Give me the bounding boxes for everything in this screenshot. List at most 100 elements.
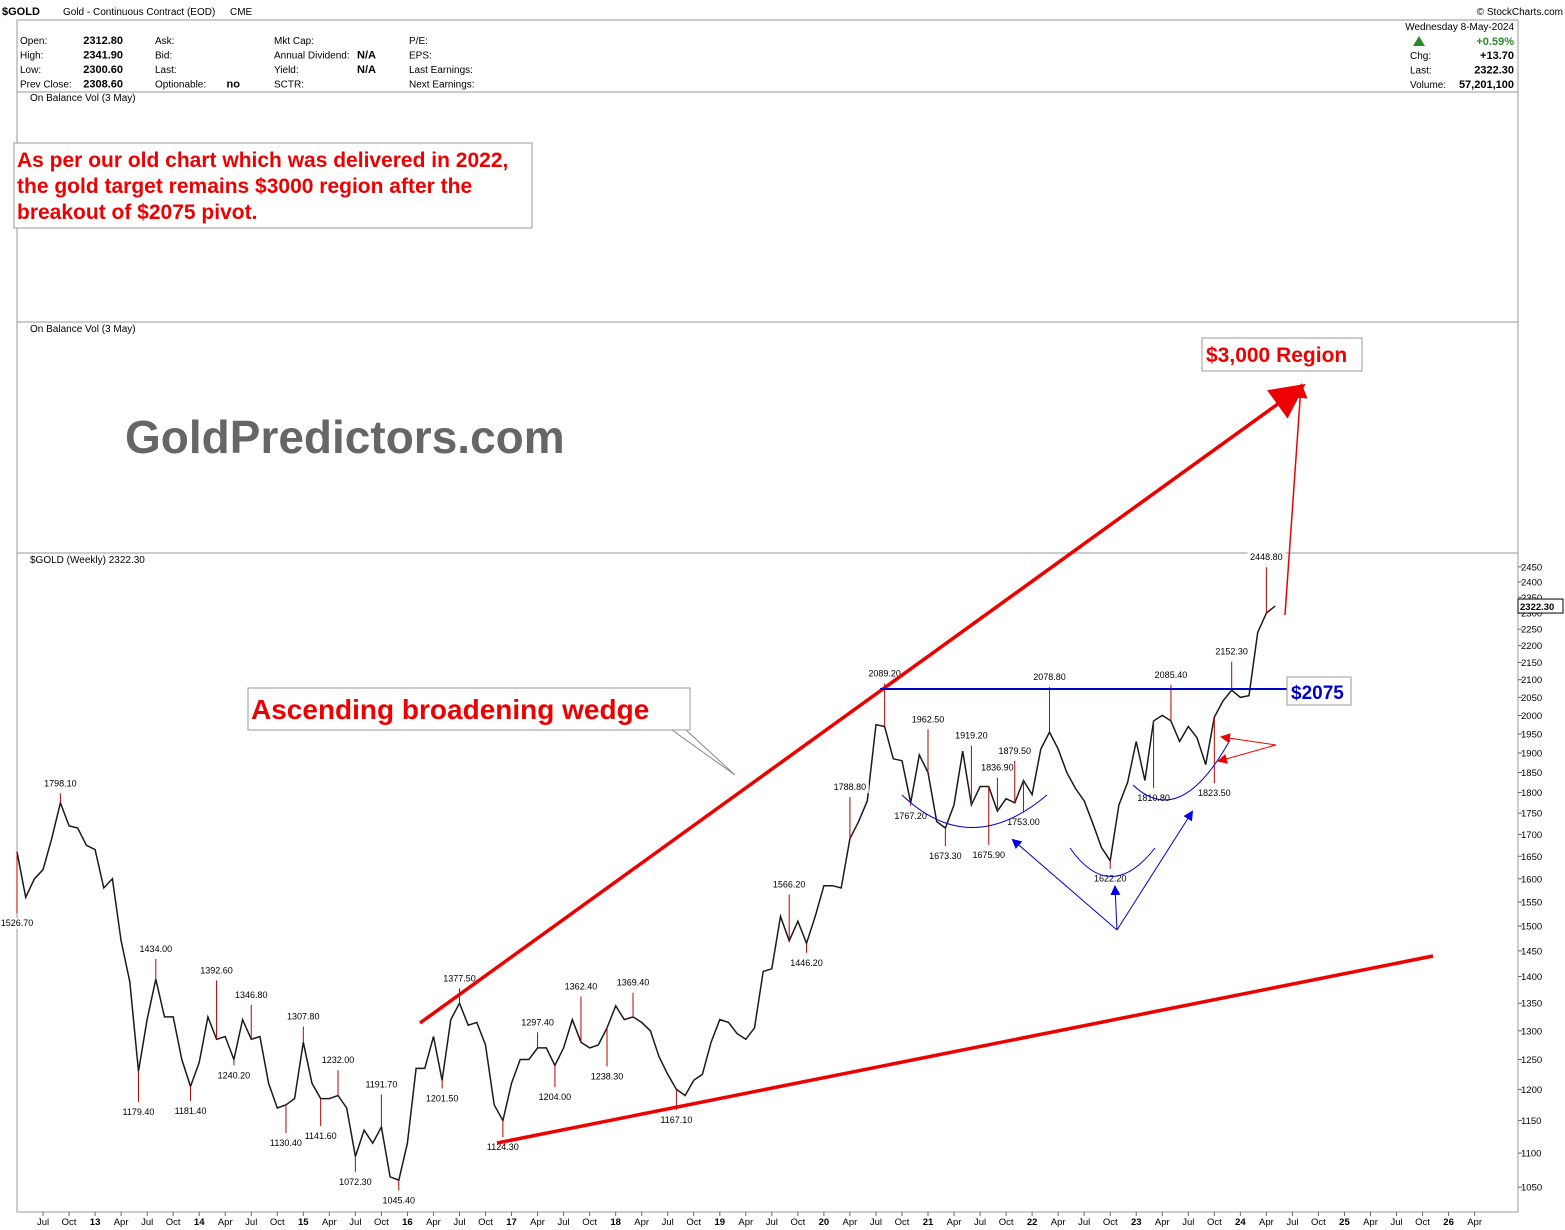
x-tick-label: 19 <box>714 1217 725 1228</box>
x-tick-label: Jul <box>558 1217 570 1228</box>
label-bg <box>1151 669 1190 681</box>
x-tick-label: Apr <box>1259 1217 1274 1228</box>
x-tick-label: Apr <box>322 1217 337 1228</box>
up-icon <box>1413 36 1425 46</box>
x-tick-label: Oct <box>270 1217 285 1228</box>
extreme-label: 1836.90 <box>981 763 1014 773</box>
label-bg <box>41 778 80 790</box>
extreme-label: 1673.30 <box>929 851 962 861</box>
extreme-label: 1919.20 <box>955 731 988 741</box>
label-bg <box>561 981 600 993</box>
field-label: Chg: <box>1410 51 1431 62</box>
blue-arrow <box>1110 885 1121 931</box>
red-arrow <box>1217 744 1277 764</box>
extreme-label: 1238.30 <box>591 1071 624 1081</box>
x-tick-label: Oct <box>686 1217 701 1228</box>
extreme-label: 2085.40 <box>1155 670 1188 680</box>
note-line: the gold target remains $3000 region aft… <box>17 175 472 198</box>
x-tick-label: Jul <box>662 1217 674 1228</box>
field-label: Volume: <box>1410 80 1446 91</box>
extreme-label: 1879.50 <box>999 746 1032 756</box>
exchange: CME <box>230 7 253 18</box>
y-tick-label: 1800 <box>1521 788 1542 799</box>
x-tick-label: Jul <box>1286 1217 1298 1228</box>
field-label: Annual Dividend: <box>274 51 350 62</box>
date: Wednesday 8-May-2024 <box>1405 22 1514 33</box>
red-arrow <box>1220 733 1277 746</box>
field-label: Mkt Cap: <box>274 36 314 47</box>
change-pct: +0.59% <box>1476 36 1514 48</box>
x-tick-label: 24 <box>1235 1217 1246 1228</box>
extreme-label: 1753.00 <box>1007 817 1040 827</box>
wedge-box <box>247 687 691 731</box>
extreme-label: 1767.20 <box>894 811 927 821</box>
x-tick-label: 22 <box>1027 1217 1038 1228</box>
copyright: © StockCharts.com <box>1477 7 1563 18</box>
extreme-label: 1377.50 <box>443 973 476 983</box>
wedge-label: Ascending broadening wedge <box>251 694 649 725</box>
label-bg <box>535 1091 574 1103</box>
extreme-label: 1823.50 <box>1198 788 1231 798</box>
y-tick-label: 2250 <box>1521 625 1542 636</box>
extreme-label: 2078.80 <box>1033 672 1066 682</box>
y-tick-label: 1300 <box>1521 1026 1542 1037</box>
x-tick-label: Apr <box>218 1217 233 1228</box>
label-bg <box>518 1017 557 1029</box>
y-tick-label: 2000 <box>1521 711 1542 722</box>
x-tick-label: Jul <box>766 1217 778 1228</box>
x-tick-label: Oct <box>478 1217 493 1228</box>
extreme-label: 1566.20 <box>773 879 806 889</box>
extreme-label: 1446.20 <box>790 958 823 968</box>
extreme-label: 2448.80 <box>1250 552 1283 562</box>
field-label: Low: <box>20 65 41 76</box>
field-value: 57,201,100 <box>1459 79 1514 91</box>
x-tick-label: Apr <box>634 1217 649 1228</box>
extreme-label: 1201.50 <box>426 1094 459 1104</box>
y-tick-label: 1850 <box>1521 768 1542 779</box>
extreme-label: 1307.80 <box>287 1011 320 1021</box>
contract-name: Gold - Continuous Contract (EOD) <box>63 7 215 18</box>
field-label: SCTR: <box>274 80 304 91</box>
field-label: Yield: <box>274 65 299 76</box>
field-value: 2322.30 <box>1474 65 1514 77</box>
label-bg <box>1247 552 1286 564</box>
label-bg <box>587 1071 626 1083</box>
label-bg <box>379 1195 418 1207</box>
label-bg <box>770 879 809 891</box>
y-tick-label: 2350 <box>1521 593 1542 604</box>
wedge-lower <box>496 954 1434 1145</box>
label-bg <box>952 730 991 742</box>
extreme-label: 1181.40 <box>175 1106 207 1116</box>
x-tick-label: Jul <box>870 1217 882 1228</box>
label-bg <box>119 1107 158 1119</box>
panel-label: On Balance Vol (3 May) <box>30 324 136 335</box>
extreme-label: 1434.00 <box>140 944 173 954</box>
y-tick-label: 1150 <box>1521 1116 1541 1127</box>
field-value: 2300.60 <box>83 64 123 76</box>
label-bg <box>284 1011 323 1023</box>
y-tick-label: 1900 <box>1521 748 1542 759</box>
y-tick-label: 2100 <box>1521 675 1542 686</box>
extreme-label: 1526.70 <box>1 918 34 928</box>
x-tick-label: Apr <box>738 1217 753 1228</box>
extreme-label: 1204.00 <box>539 1092 572 1102</box>
label-bg <box>136 943 175 955</box>
blue-arrow <box>1011 838 1118 931</box>
x-tick-label: 13 <box>90 1217 101 1228</box>
x-tick-label: Jul <box>349 1217 361 1228</box>
x-tick-label: Jul <box>974 1217 986 1228</box>
extreme-label: 1191.70 <box>365 1080 397 1090</box>
x-tick-label: Apr <box>114 1217 129 1228</box>
cup-curve <box>1069 847 1156 877</box>
x-tick-label: Oct <box>1311 1217 1326 1228</box>
label-bg <box>969 849 1008 861</box>
label-bg <box>787 957 826 969</box>
brand: GoldPredictors.com <box>125 411 565 463</box>
x-tick-label: Jul <box>245 1217 257 1228</box>
plot: 1050 1100 1150 1200 1250 1300 1350 1400 1450 1500… <box>0 552 1564 1228</box>
extreme-label: 1297.40 <box>521 1017 554 1027</box>
field-value: 2341.90 <box>83 50 123 62</box>
blue-arrow <box>1116 810 1194 931</box>
y-tick-label: 1950 <box>1521 729 1542 740</box>
